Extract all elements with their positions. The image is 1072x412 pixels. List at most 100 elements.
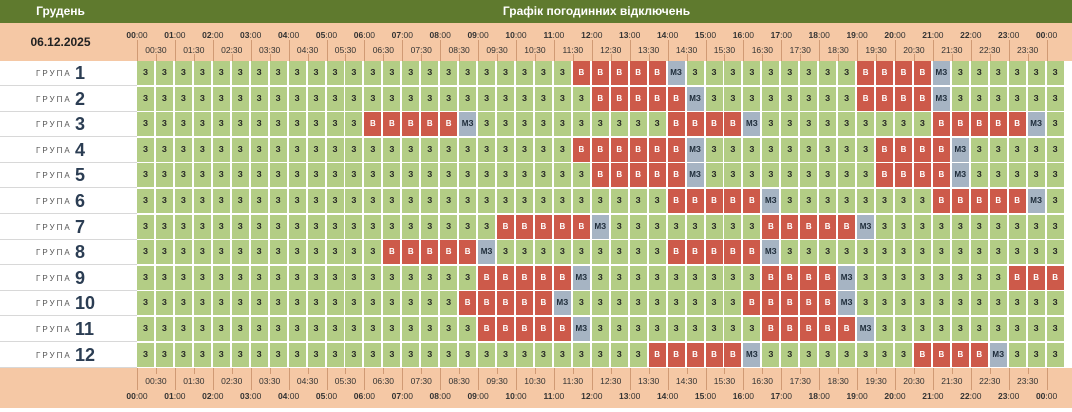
status-cell-on: З	[819, 163, 838, 189]
minute-value: :00	[590, 391, 603, 401]
status-cell-on: З	[800, 112, 819, 138]
time-tick	[819, 368, 821, 390]
time-tick	[193, 368, 195, 374]
status-cell-on: З	[345, 291, 364, 317]
status-cell-off: В	[534, 291, 553, 317]
time-tick	[155, 368, 157, 374]
time-tick	[1027, 368, 1029, 374]
status-cell-on: З	[553, 112, 572, 138]
footer-hour-label: 09:00	[458, 391, 498, 401]
status-cell-on: З	[989, 61, 1008, 86]
status-cell-off: В	[970, 112, 989, 138]
status-cell-on: З	[591, 291, 610, 317]
status-cell-off: В	[497, 265, 516, 291]
status-cell-on: З	[800, 86, 819, 112]
footer-hour-label: 13:00	[610, 391, 650, 401]
status-cell-on: З	[459, 86, 478, 112]
hour-label: 00:00	[1027, 30, 1067, 40]
status-cell-on: З	[876, 265, 895, 291]
minute-value: :00	[818, 391, 830, 401]
half-hour-label: 23:30	[1017, 45, 1039, 55]
status-cell-on: З	[212, 112, 231, 138]
status-cell-on: З	[250, 163, 269, 189]
status-cell-on: З	[402, 214, 421, 240]
status-cell-on: З	[534, 86, 553, 112]
status-cell-off: В	[970, 342, 989, 368]
status-cell-on: З	[876, 240, 895, 266]
status-cell-off: В	[383, 240, 402, 266]
status-cell-on: З	[1046, 240, 1065, 266]
footer-hour-label: 00:00	[117, 391, 157, 401]
time-tick	[970, 368, 972, 390]
status-cell-maybe: МЗ	[838, 265, 857, 291]
status-cell-maybe: МЗ	[743, 112, 762, 138]
status-cell-on: З	[137, 163, 155, 189]
status-cell-on: З	[629, 240, 648, 266]
minute-value: :00	[590, 30, 603, 40]
footer-hour-label: 00:00	[1027, 391, 1067, 401]
status-cell-on: З	[819, 61, 838, 86]
status-cell-off: В	[497, 291, 516, 317]
status-cell-on: З	[155, 112, 174, 138]
group-word: ГРУПА	[36, 325, 72, 334]
status-cell-on: З	[800, 163, 819, 189]
hour-label: 16:00	[723, 30, 763, 40]
status-cell-on: З	[686, 317, 705, 342]
hour-label: 17:00	[761, 30, 801, 40]
status-cell-on: З	[857, 291, 876, 317]
footer-half-hour-label: 09:30	[486, 376, 508, 386]
footer-half-hour-label: 17:30	[789, 376, 811, 386]
status-cell-off: В	[629, 137, 648, 163]
status-cell-on: З	[951, 291, 970, 317]
status-cell-on: З	[231, 189, 250, 214]
status-cell-on: З	[951, 61, 970, 86]
status-cell-off: В	[932, 189, 951, 214]
time-tick	[137, 368, 138, 390]
time-tick	[364, 40, 366, 61]
status-cell-off: В	[516, 265, 534, 291]
minute-value: :00	[855, 391, 868, 401]
status-cell-on: З	[402, 291, 421, 317]
status-cell-on: З	[345, 189, 364, 214]
status-cell-off: В	[516, 291, 534, 317]
status-cell-on: З	[364, 61, 383, 86]
status-cell-off: В	[913, 342, 932, 368]
status-cell-on: З	[781, 240, 800, 266]
status-cell-off: В	[800, 265, 819, 291]
time-tick	[1046, 368, 1048, 390]
status-cell-on: З	[231, 137, 250, 163]
status-cell-on: З	[534, 342, 553, 368]
status-cell-on: З	[288, 240, 307, 266]
hour-value: 00	[1035, 30, 1046, 40]
status-cell-on: З	[743, 61, 762, 86]
status-cell-on: З	[383, 317, 402, 342]
half-hour-label: 18:30	[827, 45, 849, 55]
status-cell-on: З	[326, 240, 345, 266]
status-cell-on: З	[269, 214, 288, 240]
hour-value: 22	[960, 30, 970, 40]
status-cell-off: В	[705, 342, 724, 368]
status-cell-off: В	[705, 112, 724, 138]
footer-half-hour-label: 06:30	[372, 376, 394, 386]
status-cell-on: З	[440, 86, 459, 112]
status-cell-off: В	[459, 291, 478, 317]
status-cell-on: З	[155, 214, 174, 240]
status-cell-on: З	[629, 214, 648, 240]
status-cell-on: З	[516, 240, 534, 266]
time-tick	[1046, 40, 1048, 61]
time-tick	[743, 40, 745, 61]
status-cell-on: З	[989, 291, 1008, 317]
half-hour-label: 15:30	[713, 45, 736, 55]
status-cell-on: З	[553, 240, 572, 266]
status-cell-on: З	[231, 291, 250, 317]
status-cell-on: З	[895, 342, 913, 368]
status-cell-off: В	[913, 61, 932, 86]
footer-hour-label: 03:00	[231, 391, 271, 401]
time-tick	[421, 54, 423, 61]
status-cell-on: З	[1046, 86, 1065, 112]
status-cell-on: З	[155, 189, 174, 214]
time-tick	[686, 368, 688, 374]
group-label: ГРУПА 6	[0, 189, 137, 214]
hour-value: 22	[960, 391, 970, 401]
